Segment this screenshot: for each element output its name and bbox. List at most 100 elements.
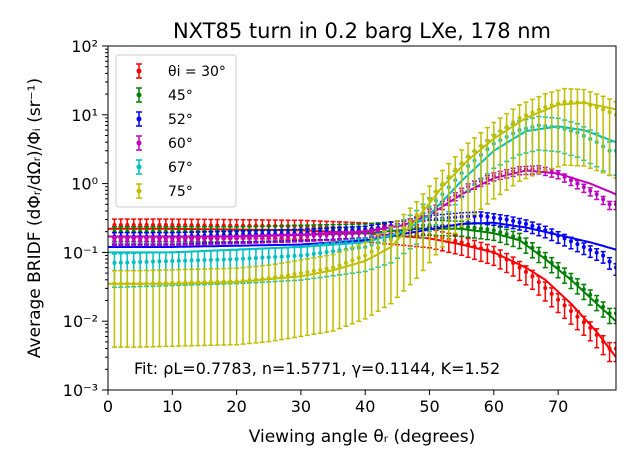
data-point bbox=[478, 213, 483, 218]
data-point bbox=[607, 110, 612, 115]
data-point bbox=[478, 143, 483, 148]
legend-marker bbox=[136, 188, 142, 194]
data-point bbox=[543, 285, 548, 290]
y-tick-label: 10¹ bbox=[71, 106, 98, 125]
data-point bbox=[556, 233, 561, 238]
data-point bbox=[298, 271, 303, 276]
data-point bbox=[356, 231, 361, 236]
data-point bbox=[369, 230, 374, 235]
data-point bbox=[202, 258, 207, 263]
data-point bbox=[504, 217, 509, 222]
data-point bbox=[163, 281, 168, 286]
data-point bbox=[466, 225, 471, 230]
data-point bbox=[568, 239, 573, 244]
data-point bbox=[594, 250, 599, 255]
data-point bbox=[498, 216, 503, 221]
y-axis: 10⁻³ 10⁻² 10⁻¹ 10⁰ 10¹ 10² bbox=[63, 37, 108, 400]
data-point bbox=[266, 276, 271, 281]
data-point bbox=[491, 228, 496, 233]
data-point bbox=[363, 231, 368, 236]
data-point bbox=[594, 105, 599, 110]
data-point bbox=[459, 240, 464, 245]
data-point bbox=[549, 260, 554, 265]
data-point bbox=[253, 256, 258, 261]
legend-box bbox=[115, 54, 237, 208]
data-point bbox=[472, 225, 477, 230]
data-point bbox=[511, 261, 516, 266]
data-point bbox=[241, 256, 246, 261]
data-point bbox=[151, 259, 156, 264]
data-point bbox=[138, 238, 143, 243]
data-point bbox=[337, 232, 342, 237]
fit-annotation: Fit: ρL=0.7783, n=1.5771, γ=0.1144, K=1.… bbox=[134, 359, 500, 378]
data-point bbox=[286, 254, 291, 259]
data-point bbox=[112, 281, 117, 286]
data-point bbox=[228, 236, 233, 241]
data-point bbox=[491, 133, 496, 138]
legend-marker bbox=[136, 164, 142, 170]
data-point bbox=[440, 181, 445, 186]
y-tick-label: 10⁻³ bbox=[63, 381, 98, 400]
data-point bbox=[337, 263, 342, 268]
x-tick-label: 0 bbox=[103, 397, 113, 416]
plot-frame bbox=[107, 45, 617, 391]
data-point bbox=[453, 167, 458, 172]
data-point bbox=[170, 238, 175, 243]
data-point bbox=[208, 237, 213, 242]
data-point bbox=[588, 247, 593, 252]
data-point bbox=[562, 271, 567, 276]
data-point bbox=[125, 281, 130, 286]
data-point bbox=[556, 101, 561, 106]
data-point bbox=[562, 236, 567, 241]
data-point bbox=[530, 223, 535, 228]
data-point bbox=[588, 188, 593, 193]
data-point bbox=[331, 265, 336, 270]
data-point bbox=[466, 242, 471, 247]
data-point bbox=[536, 250, 541, 255]
data-point bbox=[273, 254, 278, 259]
data-point bbox=[530, 110, 535, 115]
data-point bbox=[215, 279, 220, 284]
data-point bbox=[485, 138, 490, 143]
data-point bbox=[157, 259, 162, 264]
x-axis-label: Viewing angle θᵣ (degrees) bbox=[249, 427, 476, 447]
data-point bbox=[189, 237, 194, 242]
data-point bbox=[562, 99, 567, 104]
data-point bbox=[588, 325, 593, 330]
data-point bbox=[356, 255, 361, 260]
legend-label: 45° bbox=[168, 88, 193, 104]
legend-label: 75° bbox=[168, 184, 193, 200]
data-point bbox=[144, 238, 149, 243]
data-point bbox=[421, 205, 426, 210]
data-point bbox=[388, 238, 393, 243]
data-point bbox=[504, 257, 509, 262]
data-point bbox=[144, 281, 149, 286]
legend-entry: θi = 30° bbox=[136, 63, 226, 80]
data-point bbox=[311, 251, 316, 256]
data-point bbox=[575, 100, 580, 105]
data-point bbox=[176, 280, 181, 285]
data-point bbox=[183, 280, 188, 285]
data-point bbox=[118, 281, 123, 286]
data-point bbox=[594, 332, 599, 337]
data-point bbox=[568, 309, 573, 314]
data-point bbox=[517, 236, 522, 241]
data-point bbox=[581, 185, 586, 190]
data-point bbox=[151, 281, 156, 286]
data-point bbox=[112, 260, 117, 265]
data-point bbox=[157, 238, 162, 243]
data-point bbox=[601, 197, 606, 202]
y-tick-label: 10⁰ bbox=[71, 175, 98, 194]
y-axis-label: Average BRIDF (dΦᵣ/dΩᵣ)/Φᵢ (sr⁻¹) bbox=[25, 78, 45, 358]
data-point bbox=[601, 253, 606, 258]
data-point bbox=[228, 279, 233, 284]
x-tick-label: 50 bbox=[419, 397, 439, 416]
data-point bbox=[266, 255, 271, 260]
data-point bbox=[607, 311, 612, 316]
x-tick-label: 20 bbox=[226, 397, 246, 416]
data-point bbox=[196, 237, 201, 242]
legend-entry: 52° bbox=[136, 111, 193, 128]
data-point bbox=[498, 253, 503, 258]
data-point bbox=[453, 238, 458, 243]
